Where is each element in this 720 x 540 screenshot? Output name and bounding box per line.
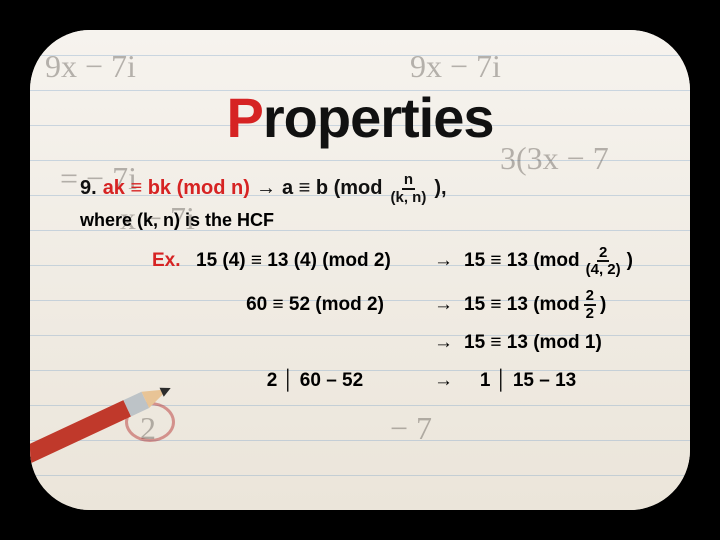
ex-arrow: → bbox=[434, 370, 464, 392]
ex-label: Ex. bbox=[152, 250, 196, 272]
ex-arrow: → bbox=[434, 250, 464, 272]
ex-arrow: → bbox=[434, 294, 464, 316]
prop-fraction: n (k, n) bbox=[389, 172, 429, 206]
frac-den: (k, n) bbox=[389, 190, 429, 206]
prop-rhs-post: ), bbox=[434, 177, 446, 200]
page-title: Properties bbox=[80, 85, 640, 150]
ex-row: → 15 ≡ 13 (mod 1) bbox=[152, 332, 640, 354]
slide-card: 9x − 7i 9x − 7i = − 7i x − 7i 3(3x − 7 −… bbox=[30, 30, 690, 510]
example-block: Ex. 15 (4) ≡ 13 (4) (mod 2) → 15 ≡ 13 (m… bbox=[80, 245, 640, 392]
ex-right-post: ) bbox=[600, 294, 606, 316]
title-first-letter: P bbox=[227, 86, 263, 149]
title-rest: roperties bbox=[263, 86, 494, 149]
ex-right: 15 ≡ 13 (mod 1) bbox=[464, 332, 602, 354]
ex-right-pre: 15 ≡ 13 (mod bbox=[464, 294, 580, 316]
property-line: 9. ak ≡ bk (mod n) → a ≡ b (mod n (k, n)… bbox=[80, 172, 640, 206]
frac-num: 2 bbox=[597, 245, 609, 263]
ex-fraction: 2 (4, 2) bbox=[584, 245, 623, 279]
ex-right: 15 ≡ 13 (mod 2 (4, 2) ) bbox=[464, 245, 633, 279]
ex-left: 2 │ 60 – 52 bbox=[196, 370, 434, 392]
ex-row: 60 ≡ 52 (mod 2) → 15 ≡ 13 (mod 2 2 ) bbox=[152, 288, 640, 322]
frac-den: 2 bbox=[584, 306, 596, 322]
prop-rhs-pre: a ≡ b (mod bbox=[282, 177, 383, 200]
ex-right: 15 ≡ 13 (mod 2 2 ) bbox=[464, 288, 606, 322]
ex-left: 60 ≡ 52 (mod 2) bbox=[196, 294, 434, 316]
ex-fraction: 2 2 bbox=[584, 288, 596, 322]
frac-num: 2 bbox=[584, 288, 596, 306]
prop-number: 9. bbox=[80, 177, 97, 200]
content-area: Properties 9. ak ≡ bk (mod n) → a ≡ b (m… bbox=[30, 30, 690, 510]
ex-left: 15 (4) ≡ 13 (4) (mod 2) bbox=[196, 250, 434, 272]
frac-num: n bbox=[402, 172, 415, 190]
ex-arrow: → bbox=[434, 332, 464, 354]
ex-row: 2 │ 60 – 52 → 1 │ 15 – 13 bbox=[152, 370, 640, 392]
prop-arrow: → bbox=[256, 177, 276, 200]
ex-right: 1 │ 15 – 13 bbox=[464, 370, 576, 392]
ex-right-post: ) bbox=[627, 250, 633, 272]
ex-right-pre: 15 ≡ 13 (mod bbox=[464, 250, 580, 272]
prop-lhs: ak ≡ bk (mod n) bbox=[103, 177, 250, 200]
frac-den: (4, 2) bbox=[584, 262, 623, 278]
prop-subtext: where (k, n) is the HCF bbox=[80, 210, 640, 231]
ex-row: Ex. 15 (4) ≡ 13 (4) (mod 2) → 15 ≡ 13 (m… bbox=[152, 245, 640, 279]
